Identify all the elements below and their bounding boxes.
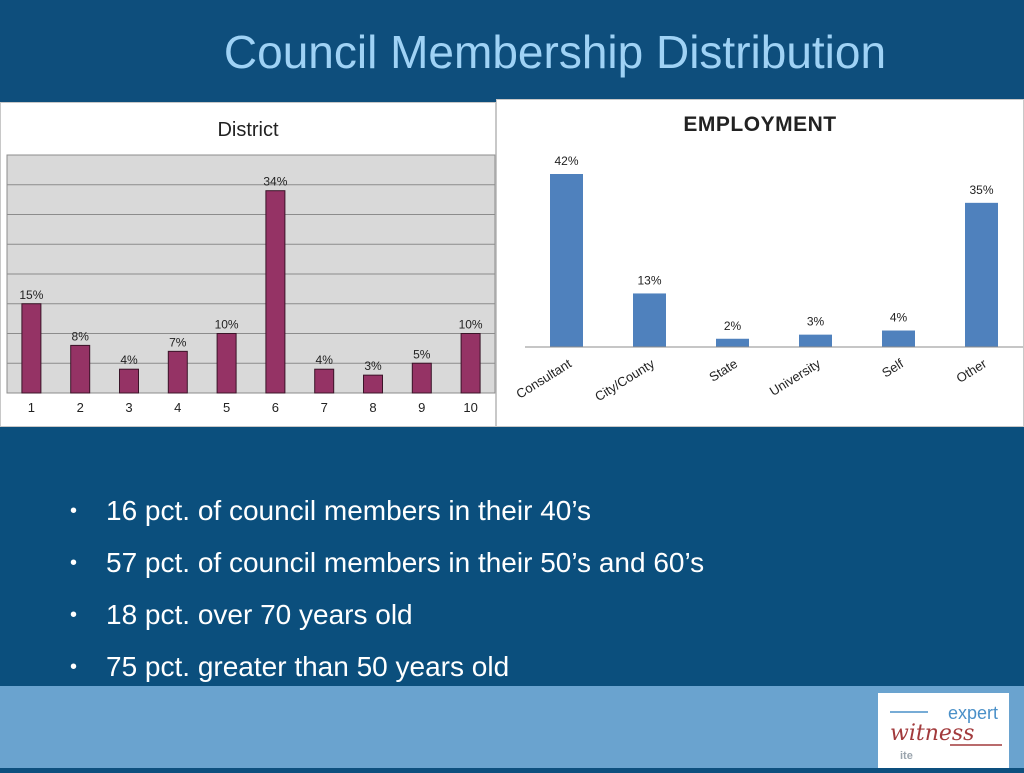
employment-data-label: 35% xyxy=(969,183,993,197)
expert-witness-logo: expert witness ite xyxy=(878,693,1009,768)
logo-word-expert: expert xyxy=(948,703,998,723)
district-tick-label: 5 xyxy=(223,400,230,415)
employment-tick-label: Other xyxy=(954,355,990,385)
employment-bar xyxy=(965,202,998,347)
title-bar: Council Membership Distribution xyxy=(0,0,1024,102)
employment-data-label: 3% xyxy=(807,315,825,329)
footer-bar xyxy=(0,686,1024,768)
employment-chart-title: EMPLOYMENT xyxy=(683,113,837,136)
bullet-text: 18 pct. over 70 years old xyxy=(106,599,413,630)
district-bar xyxy=(216,333,237,394)
employment-tick-label: Self xyxy=(879,356,906,381)
district-tick-label: 2 xyxy=(77,400,84,415)
logo-word-ite: ite xyxy=(900,750,913,762)
district-data-label: 5% xyxy=(413,347,431,361)
employment-bar xyxy=(799,334,832,347)
bullet-section: • 16 pct. of council members in their 40’… xyxy=(0,427,1024,686)
employment-bar xyxy=(716,338,749,347)
bullet-dot-icon: • xyxy=(70,604,78,626)
bullet-item: • 75 pct. greater than 50 years old xyxy=(68,641,704,693)
employment-data-label: 4% xyxy=(890,311,908,325)
logo-word-witness: witness xyxy=(890,721,974,746)
district-tick-label: 6 xyxy=(272,400,279,415)
employment-data-label: 2% xyxy=(724,319,742,333)
bullet-item: • 16 pct. of council members in their 40’… xyxy=(68,485,704,537)
employment-chart-panel: 42% Consultant 13% City/County 2% State 3% Univ… xyxy=(496,99,1024,427)
district-data-label: 10% xyxy=(459,318,483,332)
district-bar xyxy=(21,303,42,394)
logo-graphic: expert witness ite xyxy=(890,703,1002,762)
district-data-label: 4% xyxy=(316,353,334,367)
district-data-label: 10% xyxy=(215,318,239,332)
employment-tick-label: City/County xyxy=(592,356,657,405)
district-bar xyxy=(265,190,286,394)
district-bar xyxy=(363,374,383,394)
bullet-dot-icon: • xyxy=(70,552,78,574)
district-bar xyxy=(460,333,481,394)
district-chart-panel: 15% 1 8% 2 4% 3 7% 4 10% 5 34% 6 4% 7 3% 8 5% 9 10% 10 Dist… xyxy=(0,102,496,427)
district-tick-label: 3 xyxy=(125,400,132,415)
bullet-text: 57 pct. of council members in their 50’s… xyxy=(106,547,705,578)
district-tick-label: 10 xyxy=(463,400,477,415)
bullet-item: • 57 pct. of council members in their 50’… xyxy=(68,537,704,589)
employment-bar xyxy=(550,174,583,347)
district-bar xyxy=(70,344,91,394)
employment-tick-label: State xyxy=(706,356,740,385)
bullet-text: 75 pct. greater than 50 years old xyxy=(106,651,510,682)
district-data-label: 8% xyxy=(72,329,90,343)
bullet-text: 16 pct. of council members in their 40’s xyxy=(106,495,592,526)
bullet-dot-icon: • xyxy=(70,500,78,522)
bullet-list: • 16 pct. of council members in their 40’… xyxy=(68,485,704,693)
district-bar xyxy=(167,350,188,394)
bullet-item: • 18 pct. over 70 years old xyxy=(68,589,704,641)
district-data-label: 7% xyxy=(169,335,187,349)
district-data-label: 34% xyxy=(263,175,287,189)
employment-data-label: 42% xyxy=(554,154,578,168)
employment-chart: 42% Consultant 13% City/County 2% State 3% Univ… xyxy=(513,154,1023,405)
employment-data-label: 13% xyxy=(637,273,661,287)
bullet-dot-icon: • xyxy=(70,656,78,678)
district-bar xyxy=(314,368,335,394)
district-data-label: 3% xyxy=(364,359,382,373)
district-tick-label: 7 xyxy=(321,400,328,415)
district-tick-label: 9 xyxy=(418,400,425,415)
district-bar xyxy=(411,362,432,394)
slide-title: Council Membership Distribution xyxy=(223,26,887,78)
employment-bar xyxy=(633,293,666,347)
district-chart-title: District xyxy=(217,119,279,141)
district-chart: 15% 1 8% 2 4% 3 7% 4 10% 5 34% 6 4% 7 3% 8 5% 9 10% 10 xyxy=(6,154,496,415)
district-tick-label: 8 xyxy=(369,400,376,415)
employment-tick-label: University xyxy=(767,356,824,399)
district-data-label: 4% xyxy=(120,353,138,367)
district-tick-label: 1 xyxy=(28,400,35,415)
employment-bar xyxy=(882,330,915,347)
district-data-label: 15% xyxy=(19,288,43,302)
district-tick-label: 4 xyxy=(174,400,181,415)
employment-tick-label: Consultant xyxy=(513,356,574,402)
district-bar xyxy=(119,368,139,394)
